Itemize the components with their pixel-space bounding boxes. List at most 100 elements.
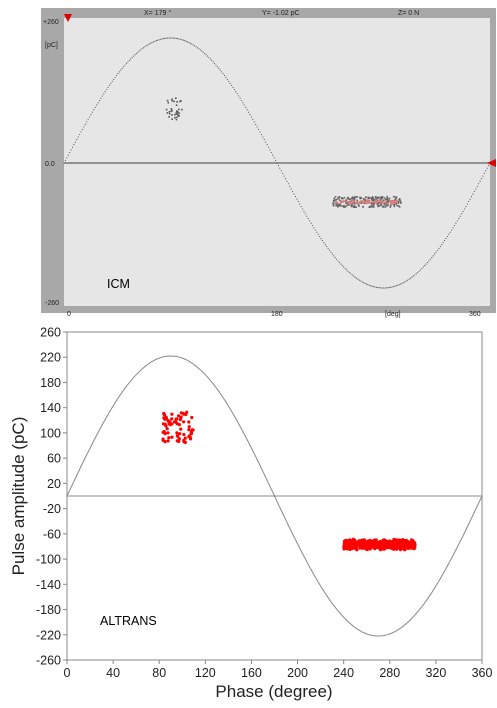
altrans-pulse-point (190, 431, 194, 435)
altrans-reference-sine (66, 355, 483, 637)
icm-sine-point (147, 44, 149, 46)
icm-sine-point (482, 175, 484, 177)
icm-pulse-overlay-point (368, 202, 371, 204)
altrans-pulse-point (392, 537, 396, 541)
icm-sine-point (83, 126, 85, 128)
icm-pulse-point (354, 196, 356, 198)
altrans-pulse-point (381, 547, 385, 551)
icm-sine-point (150, 42, 152, 44)
icm-pulse-point (385, 199, 387, 201)
altrans-pulse-point (167, 436, 171, 440)
altrans-x-axis-title: Phase (degree) (215, 682, 332, 701)
icm-pulse-point (378, 202, 380, 204)
icm-pulse-point (349, 200, 351, 203)
icm-pulse-point (392, 195, 395, 198)
icm-pulse-point (342, 205, 344, 208)
icm-pulse-overlay-point (390, 202, 392, 205)
icm-sine-point (385, 287, 387, 289)
icm-pulse-point (175, 104, 178, 106)
icm-sine-point (127, 61, 129, 63)
icm-pulse-point (346, 197, 349, 199)
icm-pulse-overlay-point (393, 201, 396, 204)
altrans-pulse-point (393, 544, 397, 548)
icm-sine-point (221, 71, 223, 73)
icm-sine-point (96, 104, 98, 106)
icm-sine-point (328, 249, 331, 252)
icm-pulse-point (377, 197, 380, 199)
icm-sine-point (392, 286, 394, 288)
icm-pulse-point (333, 200, 335, 203)
icm-sine-point (414, 274, 416, 276)
icm-pulse-point (175, 112, 177, 114)
icm-sine-point (81, 128, 84, 130)
icm-sine-point (338, 262, 341, 264)
icm-pulse-point (383, 197, 386, 199)
icm-pulse-point (386, 197, 389, 200)
icm-sine-point (151, 42, 153, 44)
icm-pulse-point (351, 196, 353, 199)
altrans-pulse-point (384, 542, 388, 546)
altrans-pulse-point (348, 538, 352, 542)
icm-sine-point (377, 287, 379, 289)
icm-pulse-point (397, 201, 400, 203)
icm-pulse-point (175, 97, 177, 99)
icm-sine-point (408, 278, 410, 280)
icm-pulse-point (178, 108, 180, 111)
icm-sine-point (426, 262, 429, 264)
altrans-y-tick-label: 220 (40, 351, 61, 365)
icm-pulse-point (371, 206, 374, 208)
altrans-pulse-point (353, 542, 357, 546)
altrans-pulse-point (346, 547, 350, 551)
altrans-pulse-point (366, 539, 370, 543)
icm-sine-point (286, 180, 288, 182)
icm-sine-point (461, 213, 463, 215)
altrans-pulse-point (189, 437, 193, 441)
icm-sine-point (204, 52, 206, 55)
icm-sine-point (248, 111, 250, 113)
icm-sine-point (303, 210, 305, 212)
icm-pulse-point (352, 206, 355, 208)
altrans-panel: 260 220 180 140 100 60 20 -20 -60 -100 -140 -180 -22… (9, 326, 492, 702)
icm-sine-point (394, 285, 396, 287)
icm-sine-point (391, 286, 393, 288)
altrans-y-tick-label: -180 (36, 603, 61, 617)
icm-sine-point (265, 141, 267, 143)
icm-pulse-point (396, 204, 398, 207)
icm-sine-point (397, 284, 399, 286)
altrans-pulse-point (403, 539, 407, 542)
icm-sine-point (191, 43, 193, 45)
icm-pulse-overlay-point (350, 202, 352, 204)
icm-pulse-point (166, 99, 169, 102)
icm-sine-point (218, 67, 220, 69)
icm-pulse-overlay-point (348, 201, 350, 203)
icm-sine-point (404, 281, 406, 283)
altrans-pulse-point (163, 440, 167, 444)
icm-sine-point (418, 270, 420, 272)
icm-sine-point (111, 80, 113, 82)
icm-pulse-overlay-point (377, 200, 380, 203)
icm-pulse-point (168, 112, 171, 115)
icm-sine-point (479, 180, 481, 182)
altrans-pulse-point (179, 427, 183, 431)
icm-pulse-overlay-point (363, 201, 366, 203)
icm-ytick-zero: 0.0 (45, 161, 55, 168)
icm-pulse-point (175, 118, 178, 121)
icm-sine-point (310, 222, 312, 224)
icm-pulse-point (376, 203, 379, 206)
icm-sine-point (445, 238, 447, 240)
icm-pulse-overlay-point (392, 201, 394, 204)
icm-pulse-point (380, 198, 382, 201)
icm-sine-point (357, 278, 359, 280)
altrans-pulse-point (172, 420, 177, 424)
icm-sine-point (158, 39, 160, 41)
icm-sine-point (225, 76, 227, 78)
icm-sine-point (114, 76, 116, 78)
altrans-y-tick-label: -20 (43, 502, 61, 516)
icm-sine-point (283, 175, 285, 177)
icm-sine-point (128, 59, 130, 61)
altrans-pulse-point (162, 430, 166, 434)
icm-sine-point (219, 69, 221, 71)
icm-pulse-point (386, 205, 388, 207)
icm-pulse-point (380, 202, 382, 205)
icm-sine-point (229, 82, 231, 84)
